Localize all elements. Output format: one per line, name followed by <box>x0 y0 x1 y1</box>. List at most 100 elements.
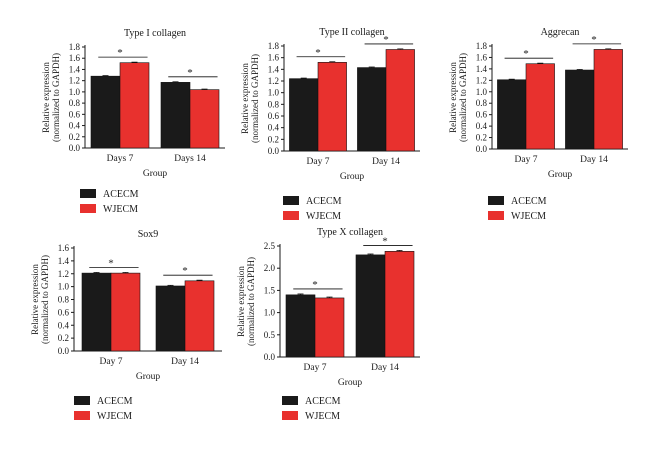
x-tick-label: Day 7 <box>100 357 123 367</box>
legend-swatch-acecm <box>488 196 504 205</box>
y-tick-label: 0.8 <box>268 99 280 109</box>
y-tick-label: 1.6 <box>476 52 488 62</box>
x-axis-label: Group <box>548 170 573 180</box>
y-tick-label: 0.4 <box>58 320 70 330</box>
chart-panel-2: Type II collagen 0.0 0.20.4 0.6 0.81.0 1.2 1.4… <box>240 27 420 222</box>
y-tick-label: 0.2 <box>268 134 279 144</box>
y-axis-label-line: Relative expression <box>448 62 458 133</box>
significance-star: * <box>187 67 193 79</box>
x-axis-label: Group <box>143 169 168 179</box>
y-tick-label: 0.8 <box>476 98 488 108</box>
y-axis-label-line: Relative expression <box>240 63 250 134</box>
y-tick-label: 0.8 <box>58 295 70 305</box>
y-tick-label: 1.4 <box>58 256 70 266</box>
x-tick-label: Day 14 <box>580 155 608 165</box>
y-tick-label: 1.0 <box>69 87 81 97</box>
significance-star: * <box>523 48 529 60</box>
y-axis-label: Relative expression(normalized to GAPDH) <box>236 257 256 346</box>
x-tick-label: Day 14 <box>171 357 199 367</box>
y-tick-label: 1.5 <box>264 285 276 295</box>
bar-acecm <box>155 285 186 352</box>
y-tick-label: 0.2 <box>58 333 69 343</box>
y-tick-label: 0.2 <box>69 132 80 142</box>
y-axis-label: Relative expression(normalized to GAPDH) <box>41 53 61 142</box>
chart-panel-5: Type X collagen 0.0 0.5 1.0 1.5 2.0 2.5 Relativ… <box>236 227 420 422</box>
y-tick-label: 1.6 <box>69 53 81 63</box>
significance-star: * <box>182 265 188 277</box>
y-tick-label: 1.0 <box>268 88 280 98</box>
legend-swatch-wjecm <box>488 211 504 220</box>
x-axis-label: Group <box>136 372 161 382</box>
y-tick-label: 1.2 <box>58 269 69 279</box>
y-tick-label: 0.0 <box>268 146 280 156</box>
x-tick-label: Days 14 <box>174 154 206 164</box>
chart-title: Type X collagen <box>317 227 383 238</box>
y-tick-label: 0.0 <box>69 143 81 153</box>
y-axis-label: Relative expression(normalized to GAPDH) <box>30 255 50 344</box>
y-tick-label: 0.6 <box>69 109 81 119</box>
legend-label: ACECM <box>97 396 133 407</box>
bar-wjecm <box>385 49 415 152</box>
y-tick-label: 2.5 <box>264 241 276 251</box>
significance-star: * <box>382 235 388 247</box>
legend-label: WJECM <box>511 211 546 222</box>
y-tick-label: 1.8 <box>268 41 280 51</box>
y-tick-label: 0.6 <box>58 307 70 317</box>
x-tick-label: Day 14 <box>371 363 399 373</box>
legend-swatch-wjecm <box>74 411 90 420</box>
y-tick-label: 0.5 <box>264 330 276 340</box>
chart-panel-4: Sox9 0.0 0.2 0.4 0.6 0.8 1.0 1.2 1.4 1.6 Relative … <box>30 229 222 422</box>
y-tick-label: 1.4 <box>69 64 81 74</box>
bar-wjecm <box>119 62 150 149</box>
y-tick-label: 1.4 <box>476 64 488 74</box>
y-tick-label: 0.0 <box>264 352 276 362</box>
y-tick-label: 0.0 <box>58 346 70 356</box>
y-tick-label: 0.2 <box>476 133 487 143</box>
significance-star: * <box>315 47 321 59</box>
legend-swatch-wjecm <box>80 204 96 213</box>
bar-wjecm <box>317 62 347 152</box>
bar-acecm <box>497 79 527 150</box>
bar-acecm <box>355 254 386 358</box>
y-tick-label: 1.2 <box>476 75 487 85</box>
x-tick-label: Day 7 <box>307 157 330 167</box>
bar-acecm <box>285 294 316 358</box>
chart-title: Type II collagen <box>319 27 384 38</box>
y-axis-label-line: (normalized to GAPDH) <box>458 53 468 142</box>
y-tick-label: 2.0 <box>264 263 276 273</box>
y-tick-label: 0.4 <box>69 121 81 131</box>
y-tick-label: 1.4 <box>268 64 280 74</box>
bar-acecm <box>357 67 387 152</box>
y-tick-label: 1.0 <box>58 282 70 292</box>
bar-wjecm <box>525 63 555 150</box>
legend-label: ACECM <box>305 396 341 407</box>
legend-label: WJECM <box>306 211 341 222</box>
bar-wjecm <box>593 49 623 150</box>
y-axis-label-line: Relative expression <box>41 62 51 133</box>
significance-star: * <box>312 279 318 291</box>
legend-label: WJECM <box>97 411 132 422</box>
y-axis-label-line: (normalized to GAPDH) <box>51 53 61 142</box>
chart-panel-1: Type I collagen0.00.20.40.60.81.01.21.41… <box>41 28 225 215</box>
significance-star: * <box>383 34 389 46</box>
chart-title: Sox9 <box>138 229 159 240</box>
y-axis-label-line: (normalized to GAPDH) <box>250 54 260 143</box>
significance-star: * <box>117 47 123 59</box>
y-tick-label: 0.0 <box>476 144 488 154</box>
legend-label: ACECM <box>306 196 342 207</box>
chart-title: Type I collagen <box>124 28 186 39</box>
y-axis-label-line: (normalized to GAPDH) <box>40 255 50 344</box>
x-axis-label: Group <box>340 172 365 182</box>
y-axis-label-line: Relative expression <box>236 266 246 337</box>
y-tick-label: 0.4 <box>476 121 488 131</box>
y-tick-label: 1.0 <box>476 87 488 97</box>
bar-acecm <box>565 69 595 150</box>
significance-star: * <box>108 257 114 269</box>
x-tick-label: Day 14 <box>372 157 400 167</box>
y-tick-label: 1.8 <box>476 41 488 51</box>
legend-swatch-wjecm <box>282 411 298 420</box>
y-axis-label: Relative expression(normalized to GAPDH) <box>240 54 260 143</box>
y-axis-label-line: (normalized to GAPDH) <box>246 257 256 346</box>
x-axis-label: Group <box>338 378 363 388</box>
